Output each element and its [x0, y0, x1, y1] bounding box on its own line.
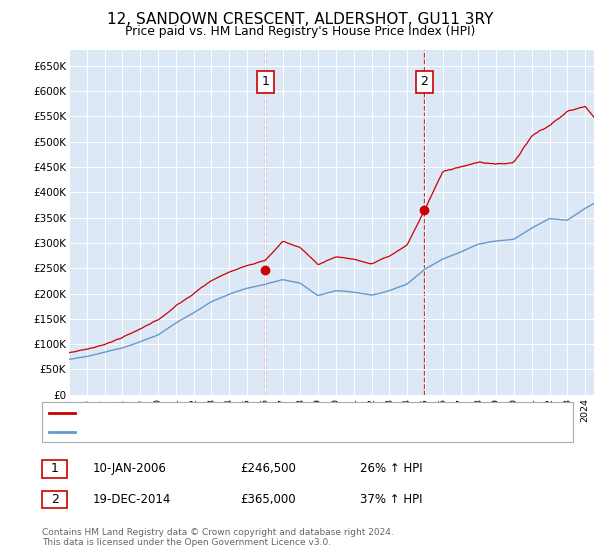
Text: 1: 1: [262, 75, 269, 88]
Text: 37% ↑ HPI: 37% ↑ HPI: [360, 493, 422, 506]
Text: 12, SANDOWN CRESCENT, ALDERSHOT, GU11 3RY: 12, SANDOWN CRESCENT, ALDERSHOT, GU11 3R…: [107, 12, 493, 27]
Text: 10-JAN-2006: 10-JAN-2006: [93, 462, 167, 475]
Text: 2: 2: [421, 75, 428, 88]
Text: Contains HM Land Registry data © Crown copyright and database right 2024.
This d: Contains HM Land Registry data © Crown c…: [42, 528, 394, 547]
Text: 2: 2: [50, 493, 59, 506]
Text: 19-DEC-2014: 19-DEC-2014: [93, 493, 172, 506]
Text: 1: 1: [50, 462, 59, 475]
Text: Price paid vs. HM Land Registry's House Price Index (HPI): Price paid vs. HM Land Registry's House …: [125, 25, 475, 38]
Text: £246,500: £246,500: [240, 462, 296, 475]
Text: HPI: Average price, semi-detached house, Rushmoor: HPI: Average price, semi-detached house,…: [79, 427, 367, 437]
Text: 26% ↑ HPI: 26% ↑ HPI: [360, 462, 422, 475]
Text: £365,000: £365,000: [240, 493, 296, 506]
Text: 12, SANDOWN CRESCENT, ALDERSHOT, GU11 3RY (semi-detached house): 12, SANDOWN CRESCENT, ALDERSHOT, GU11 3R…: [79, 408, 485, 418]
